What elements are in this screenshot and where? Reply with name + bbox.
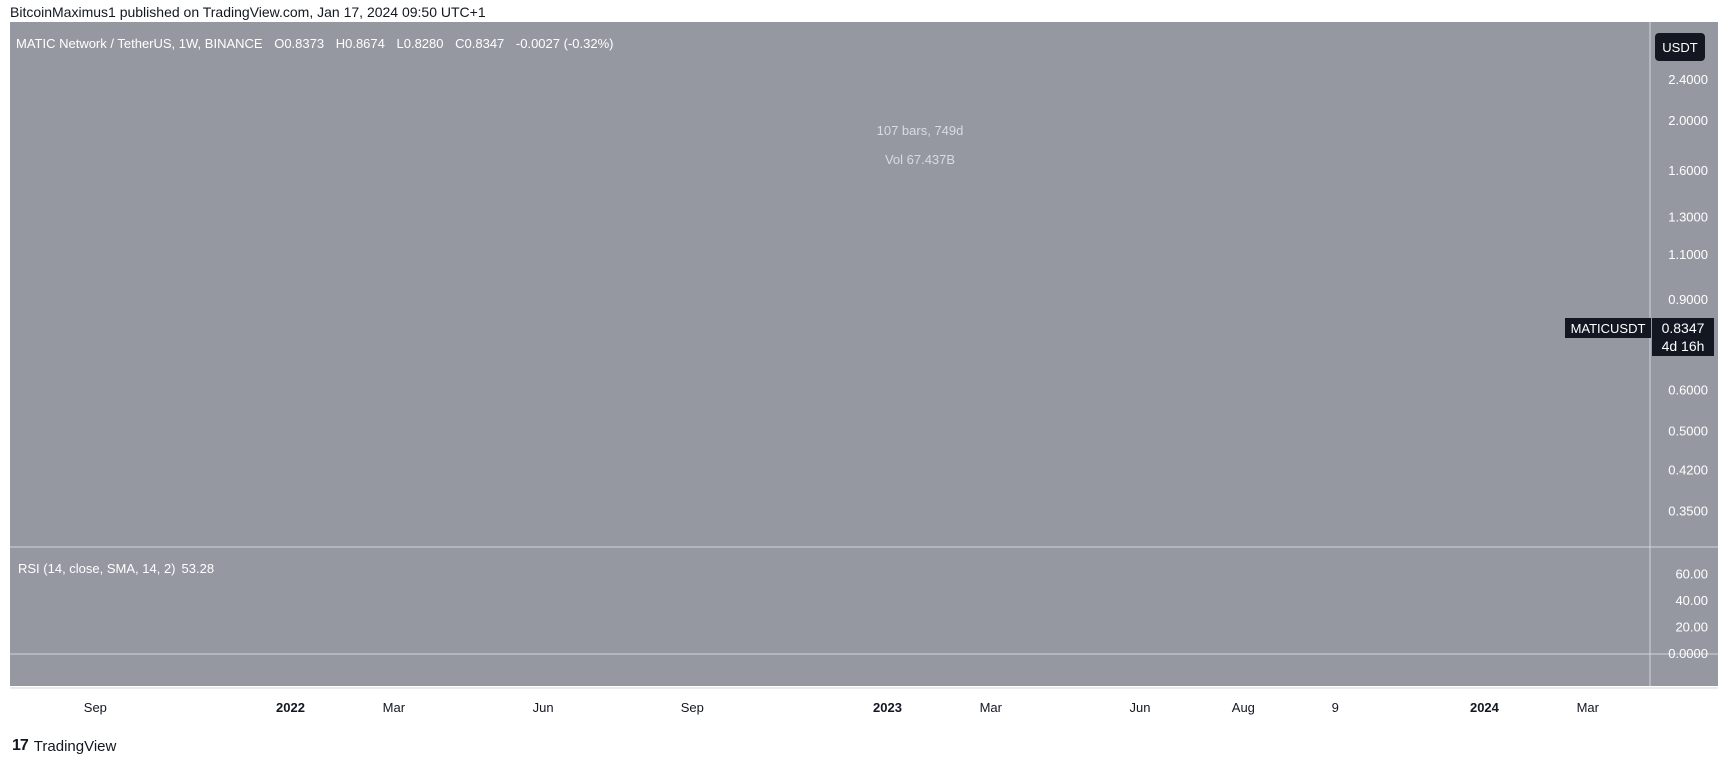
range-volume: Vol 67.437B <box>884 152 956 167</box>
range-measure: 107 bars, 749d Vol 67.437B <box>840 116 1000 174</box>
low-label: L <box>396 36 404 51</box>
footer-brand[interactable]: 17 TradingView <box>12 737 116 755</box>
change-value: -0.0027 (-0.32%) <box>515 36 614 51</box>
price-tick-label: 0.9000 <box>1668 292 1708 307</box>
price-tick-label: 0.3500 <box>1668 503 1708 518</box>
time-tick-label: 9 <box>1332 700 1339 715</box>
time-tick-label: Sep <box>681 700 704 715</box>
symbol-legend: MATIC Network / TetherUS, 1W, BINANCE O0… <box>16 36 613 51</box>
price-tick-label: 0.6000 <box>1668 383 1708 398</box>
time-tick-label: 2024 <box>1470 700 1500 715</box>
time-tick-label: Jun <box>533 700 554 715</box>
price-tick-label: 2.4000 <box>1668 72 1708 87</box>
time-tick-label: Mar <box>383 700 406 715</box>
last-price-tag: 0.8347 4d 16h <box>1652 318 1714 356</box>
rsi-tick-label: 40.00 <box>1675 593 1708 608</box>
symbol-name: MATIC Network / TetherUS, 1W, BINANCE <box>16 36 263 51</box>
close-label: C <box>455 36 465 51</box>
price-tick-label: 1.6000 <box>1668 163 1708 178</box>
symbol-price-tag: MATICUSDT <box>1565 318 1651 338</box>
time-tick-label: Aug <box>1232 700 1255 715</box>
price-tick-label: 0.4200 <box>1668 463 1708 478</box>
price-tick-label: 0.5000 <box>1668 424 1708 439</box>
high-label: H <box>335 36 346 51</box>
open-value: 0.8373 <box>284 36 325 51</box>
time-tick-label: Mar <box>1577 700 1600 715</box>
low-value: 0.8280 <box>403 36 444 51</box>
rsi-legend: RSI (14, close, SMA, 14, 2) 53.28 <box>18 561 214 576</box>
time-tick-label: Jun <box>1130 700 1151 715</box>
plot-background <box>10 22 1650 686</box>
tradingview-logo-icon: 17 <box>12 737 29 754</box>
axes: 2.4000 2.0000 1.6000 1.3000 1.1000 0.9000 0.60… <box>10 22 1718 715</box>
rsi-label: RSI (14, close, SMA, 14, 2) <box>18 561 176 576</box>
rsi-value: 53.28 <box>181 561 215 576</box>
range-bars: 107 bars, 749d <box>876 123 964 138</box>
close-value: 0.8347 <box>464 36 505 51</box>
footer-brand-label: TradingView <box>33 737 117 755</box>
time-tick-label: Sep <box>84 700 107 715</box>
price-tick-label: 2.0000 <box>1668 113 1708 128</box>
rsi-tick-label: 0.0000 <box>1668 646 1708 661</box>
publisher-line: BitcoinMaximus1 published on TradingView… <box>10 4 486 20</box>
open-label: O <box>274 36 285 51</box>
high-value: 0.8674 <box>345 36 385 51</box>
price-tick-label: 1.3000 <box>1668 209 1708 224</box>
bar-countdown: 4d 16h <box>1661 338 1705 354</box>
currency-button[interactable]: USDT <box>1655 33 1705 61</box>
time-tick-label: Mar <box>980 700 1003 715</box>
time-tick-label: 2022 <box>276 700 305 715</box>
rsi-tick-label: 60.00 <box>1675 567 1708 582</box>
rsi-tick-label: 20.00 <box>1675 620 1708 635</box>
price-tick-label: 1.1000 <box>1668 247 1708 262</box>
time-tick-label: 2023 <box>873 700 902 715</box>
last-price: 0.8347 <box>1661 320 1705 336</box>
